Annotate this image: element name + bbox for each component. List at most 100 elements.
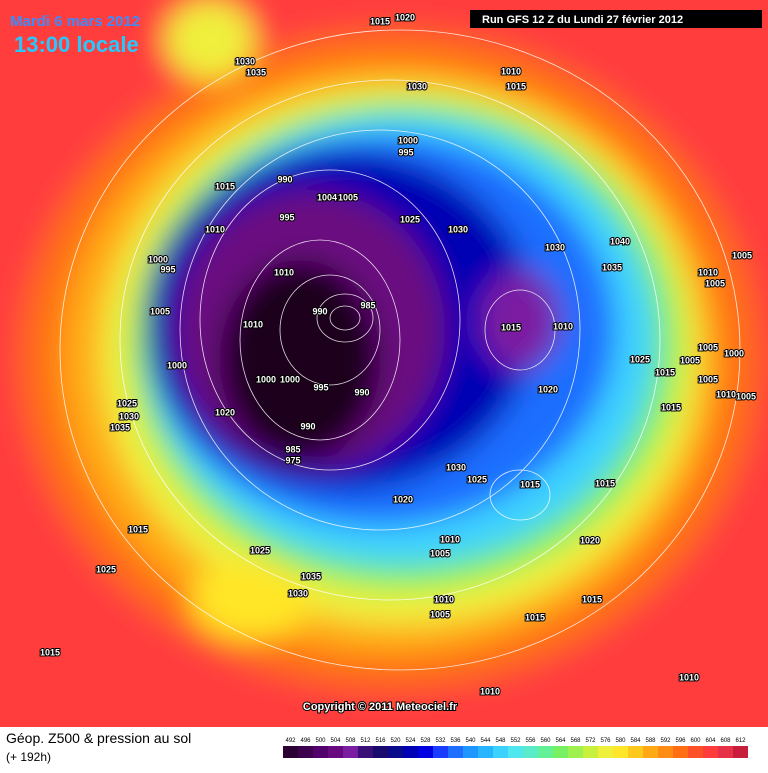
legend-value: 496	[300, 738, 311, 744]
isobar-label: 990	[354, 387, 369, 397]
legend-value: 608	[720, 738, 731, 744]
isobar-label: 1010	[553, 321, 573, 331]
legend-swatch	[283, 746, 298, 758]
legend-value: 556	[525, 738, 536, 744]
isobar-label: 1030	[446, 462, 466, 472]
isobar-label: 990	[300, 421, 315, 431]
isobar-label: 1025	[467, 474, 487, 484]
legend-value: 568	[570, 738, 581, 744]
legend-value: 544	[480, 738, 491, 744]
legend-value: 600	[690, 738, 701, 744]
isobar-label: 1015	[525, 612, 545, 622]
run-info: Run GFS 12 Z du Lundi 27 février 2012	[482, 14, 683, 26]
legend-swatch	[508, 746, 523, 758]
legend-swatch	[628, 746, 643, 758]
isobar-label: 1005	[338, 192, 358, 202]
isobar-label: 1025	[400, 214, 420, 224]
isobar-label: 1020	[393, 494, 413, 504]
isobar-label: 995	[279, 212, 294, 222]
isobar-label: 995	[398, 147, 413, 157]
legend-value: 540	[465, 738, 476, 744]
legend-swatch	[373, 746, 388, 758]
legend-value: 552	[510, 738, 521, 744]
legend-title: Géop. Z500 & pression au sol	[6, 730, 191, 746]
copyright: Copyright © 2011 Meteociel.fr	[303, 701, 458, 713]
isobar-label: 1025	[96, 564, 116, 574]
legend-value: 500	[315, 738, 326, 744]
isobar-label: 1015	[506, 81, 526, 91]
legend-value: 576	[600, 738, 611, 744]
isobar-label: 1035	[246, 67, 266, 77]
date: Mardi 6 mars 2012	[10, 13, 140, 30]
isobar-label: 1030	[288, 588, 308, 598]
legend-swatch	[523, 746, 538, 758]
isobar-label: 1015	[520, 479, 540, 489]
isobar-label: 1020	[215, 407, 235, 417]
legend-swatch	[718, 746, 733, 758]
legend-swatch	[658, 746, 673, 758]
isobar-label: 995	[313, 382, 328, 392]
legend-swatch	[733, 746, 748, 758]
isobar-label: 1035	[602, 262, 622, 272]
legend-swatch	[298, 746, 313, 758]
isobar-label: 1015	[40, 647, 60, 657]
isobar-label: 1020	[538, 384, 558, 394]
time: 13:00 locale	[14, 32, 139, 57]
isobar-label: 1010	[440, 534, 460, 544]
isobar-label: 1020	[580, 535, 600, 545]
isobar-label: 1010	[501, 66, 521, 76]
isobar-label: 985	[360, 300, 375, 310]
legend-swatch	[703, 746, 718, 758]
isobar-label: 1000	[724, 348, 744, 358]
isobar-label: 1035	[110, 422, 130, 432]
isobar-label: 1005	[430, 609, 450, 619]
legend-value: 548	[495, 738, 506, 744]
isobar-label: 985	[285, 444, 300, 454]
isobar-label: 1025	[117, 398, 137, 408]
legend-swatch	[433, 746, 448, 758]
isobar-label: 1015	[370, 16, 390, 26]
legend-value: 532	[435, 738, 446, 744]
isobar-label: 1000	[167, 360, 187, 370]
isobar-label: 1010	[274, 267, 294, 277]
legend-value: 536	[450, 738, 461, 744]
isobar-label: 1000	[148, 254, 168, 264]
isobar-label: 1005	[698, 342, 718, 352]
legend-value: 524	[405, 738, 416, 744]
legend-swatch	[583, 746, 598, 758]
legend-swatch	[673, 746, 688, 758]
legend-swatch	[568, 746, 583, 758]
isobar-label: 1015	[128, 524, 148, 534]
legend-value: 584	[630, 738, 641, 744]
legend-value: 604	[705, 738, 716, 744]
isobar-label: 1010	[434, 594, 454, 604]
legend-swatch	[343, 746, 358, 758]
isobar-label: 990	[277, 174, 292, 184]
legend-value: 512	[360, 738, 371, 744]
isobar-label: 1005	[680, 355, 700, 365]
isobar-label: 1005	[430, 548, 450, 558]
isobar-label: 1010	[480, 686, 500, 696]
isobar-label: 1035	[301, 571, 321, 581]
legend-swatch	[553, 746, 568, 758]
legend-subtitle: (+ 192h)	[6, 750, 51, 764]
isobar-label: 1015	[501, 322, 521, 332]
legend-value: 612	[735, 738, 746, 744]
isobar-label: 1010	[716, 389, 736, 399]
isobar-label: 1030	[119, 411, 139, 421]
isobar-label: 1000	[398, 135, 418, 145]
isobar-label: 1015	[215, 181, 235, 191]
legend-value: 588	[645, 738, 656, 744]
isobar-label: 1030	[448, 224, 468, 234]
legend-swatch	[403, 746, 418, 758]
legend-value: 516	[375, 738, 386, 744]
isobar-label: 1015	[661, 402, 681, 412]
isobar-label: 995	[160, 264, 175, 274]
isobar-label: 990	[312, 306, 327, 316]
legend-value: 580	[615, 738, 626, 744]
legend-value: 492	[285, 738, 296, 744]
legend-swatch	[448, 746, 463, 758]
legend-value: 564	[555, 738, 566, 744]
legend-value: 572	[585, 738, 596, 744]
